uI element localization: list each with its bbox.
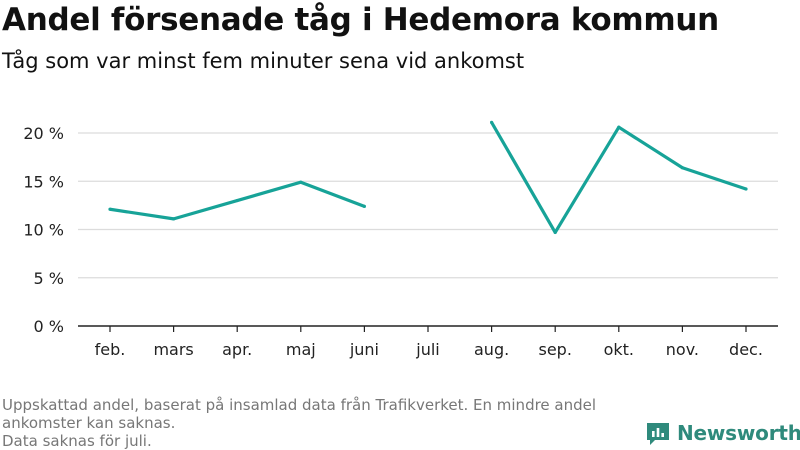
y-tick-label: 10 % [23, 221, 64, 240]
x-tick-label: aug. [474, 340, 509, 359]
footer-note-missing: Data saknas för juli. [2, 432, 152, 450]
data-point [617, 125, 621, 129]
newsworthy-logo-icon [647, 423, 669, 445]
brand-name: Newsworthy [677, 421, 800, 445]
x-tick-label: juli [415, 340, 439, 359]
x-axis [78, 325, 778, 332]
data-point [235, 198, 239, 203]
gridlines [78, 132, 778, 279]
data-point [490, 120, 494, 124]
series-line-segment [490, 121, 747, 234]
series-line [108, 120, 748, 234]
data-point [744, 187, 748, 191]
data-point [299, 180, 303, 184]
y-tick-label: 20 % [23, 124, 64, 143]
x-tick-label: maj [286, 340, 316, 359]
x-axis-labels: feb. mars apr. maj juni juli aug. sep. okt. nov. d… [95, 340, 763, 359]
line-chart: 0 % 5 % 10 % 15 % 20 % feb. mars apr. maj juni ju… [23, 120, 778, 359]
y-axis-labels: 0 % 5 % 10 % 15 % 20 % [23, 124, 64, 336]
x-tick-label: mars [153, 340, 193, 359]
x-tick-label: okt. [604, 340, 634, 359]
y-tick-label: 5 % [34, 269, 64, 288]
data-point [553, 230, 557, 234]
chart-title: Andel försenade tåg i Hedemora kommun [2, 2, 719, 38]
x-tick-label: juni [349, 340, 379, 359]
x-tick-label: feb. [95, 340, 126, 359]
y-tick-label: 0 % [34, 317, 64, 336]
x-tick-label: dec. [729, 340, 763, 359]
data-point [680, 166, 685, 170]
data-point [108, 207, 112, 211]
x-tick-label: nov. [666, 340, 699, 359]
footer-notes: Uppskattad andel, baserat på insamlad da… [2, 396, 642, 450]
data-point [362, 204, 366, 208]
x-tick-label: sep. [538, 340, 571, 359]
brand-logo: Newsworthy [645, 420, 800, 446]
x-tick-label: apr. [222, 340, 252, 359]
chart-subtitle: Tåg som var minst fem minuter sena vid a… [2, 49, 525, 73]
y-tick-label: 15 % [23, 172, 64, 191]
footer-note-estimate: Uppskattad andel, baserat på insamlad da… [2, 396, 597, 432]
data-point [172, 217, 176, 221]
